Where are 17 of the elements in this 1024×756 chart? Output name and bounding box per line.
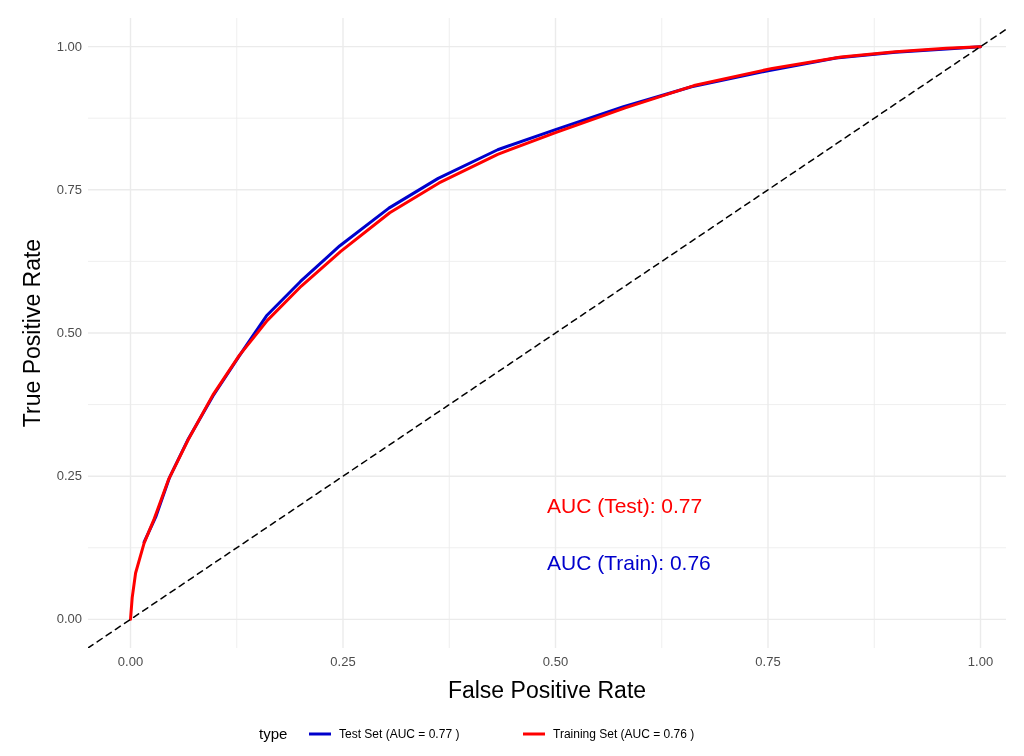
annotation: AUC (Test): 0.77 (547, 493, 703, 517)
annotation: AUC (Train): 0.76 (547, 550, 711, 574)
x-tick-label: 0.50 (542, 654, 569, 669)
y-tick-label: 0.00 (56, 611, 82, 627)
y-tick-label: 0.25 (56, 468, 82, 484)
legend-title: type (259, 725, 288, 742)
x-tick-label: 0.75 (755, 654, 781, 669)
x-axis-title: False Positive Rate (447, 677, 647, 703)
x-tick-label: 1.00 (967, 654, 994, 669)
legend-label: Test Set (AUC = 0.77 ) (339, 727, 460, 741)
y-tick-label: 0.50 (56, 325, 82, 340)
y-tick-label: 0.75 (56, 181, 82, 197)
legend-label: Training Set (AUC = 0.76 ) (553, 727, 695, 741)
y-tick-label: 1.00 (56, 38, 82, 54)
x-tick-label: 0.00 (117, 654, 144, 669)
x-tick-label: 0.25 (330, 654, 356, 669)
y-axis-title: True Positive Rate (19, 238, 45, 428)
